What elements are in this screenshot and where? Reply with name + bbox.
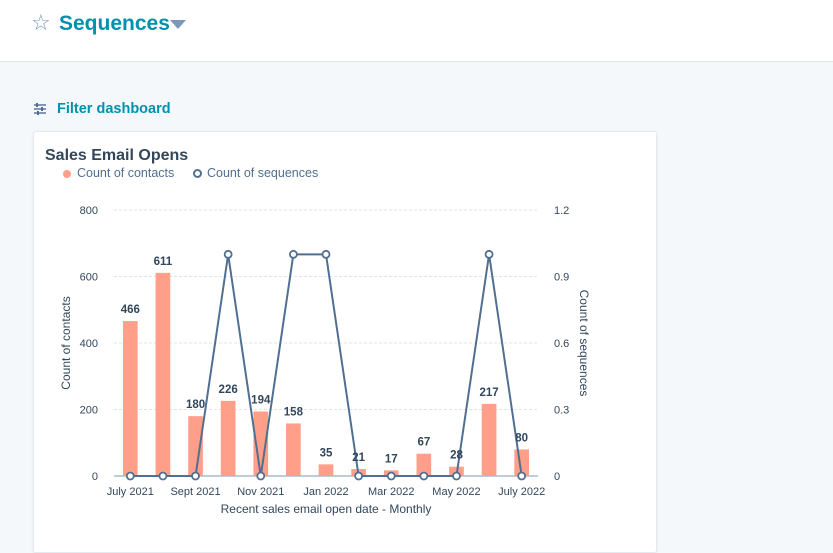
sales-email-opens-chart: 0 200 400 600 800 0 0.3 0.6 0.9 1.2 466 611 180 226 19…: [59, 205, 591, 516]
x-tick-label: May 2022: [432, 486, 480, 498]
bar-contacts: [286, 423, 301, 476]
point-sequences: [321, 249, 331, 259]
bar-data-label: 194: [251, 394, 271, 406]
y-right-tick-label: 0: [554, 471, 560, 483]
x-tick-label: Mar 2022: [368, 486, 414, 498]
report-title: Sales Email Opens: [45, 147, 189, 164]
point-sequences: [158, 471, 168, 481]
point-sequences: [191, 471, 200, 481]
bar-contacts: [155, 272, 171, 476]
y-left-tick-label: 600: [80, 272, 98, 284]
sliders-icon: [34, 103, 46, 115]
y-right-tick-label: 1.2: [554, 205, 569, 217]
point-sequences: [386, 471, 396, 481]
y-right-tick-label: 0.6: [554, 338, 569, 350]
bar-data-label: 21: [352, 452, 365, 464]
bar-contacts: [122, 321, 138, 476]
bar-data-label: 611: [154, 256, 173, 268]
bar-data-label: 67: [417, 437, 430, 449]
bar-contacts: [188, 416, 203, 476]
point-sequences: [419, 471, 429, 481]
bar-contacts: [253, 411, 269, 476]
bar-data-label: 28: [450, 450, 463, 462]
y-left-tick-label: 400: [80, 338, 98, 350]
x-tick-label: July 2021: [107, 486, 154, 498]
page-title: Sequences: [59, 12, 170, 35]
legend-dot-sequences-icon: [193, 169, 202, 178]
legend-label-sequences: Count of sequences: [207, 166, 319, 180]
page-header: ☆ Sequences: [0, 0, 833, 62]
bar-data-label: 180: [186, 399, 205, 411]
bar-data-label: 466: [121, 304, 140, 316]
bar-contacts: [318, 464, 334, 476]
point-sequences: [223, 249, 233, 259]
x-tick-label: July 2022: [498, 486, 545, 498]
x-tick-label: Sept 2021: [170, 486, 220, 498]
y-left-tick-label: 0: [92, 471, 98, 483]
point-sequences: [125, 471, 135, 481]
bar-data-label: 17: [385, 453, 398, 465]
point-sequences: [452, 471, 461, 481]
filter-dashboard-label: Filter dashboard: [57, 101, 171, 117]
y-left-tick-label: 200: [80, 405, 98, 417]
bar-data-label: 80: [515, 432, 528, 444]
legend-dot-contacts-icon: [63, 170, 71, 178]
x-tick-label: Nov 2021: [237, 486, 284, 498]
caret-down-icon[interactable]: [170, 20, 186, 29]
point-sequences: [517, 471, 527, 481]
y-right-tick-label: 0.9: [554, 272, 569, 284]
bar-data-label: 158: [284, 406, 304, 418]
y-right-axis-title: Count of sequences: [577, 290, 591, 397]
bar-contacts: [481, 403, 497, 476]
bar-contacts: [220, 400, 236, 476]
y-left-axis-title: Count of contacts: [59, 296, 73, 389]
point-sequences: [256, 471, 266, 481]
point-sequences: [484, 249, 494, 259]
point-sequences: [354, 471, 364, 481]
y-left-tick-label: 800: [80, 205, 98, 217]
y-right-tick-label: 0.3: [554, 405, 569, 417]
x-axis-title: Recent sales email open date - Monthly: [221, 502, 432, 516]
bar-data-label: 35: [320, 447, 333, 459]
legend-label-contacts: Count of contacts: [77, 166, 175, 180]
x-tick-label: Jan 2022: [303, 486, 348, 498]
report-card: Sales Email Opens Count of contacts Coun…: [33, 131, 657, 553]
star-icon[interactable]: ☆: [31, 10, 51, 35]
bar-data-label: 217: [479, 387, 498, 399]
bar-contacts: [416, 453, 432, 476]
bar-data-label: 226: [219, 384, 238, 396]
point-sequences: [288, 249, 298, 259]
